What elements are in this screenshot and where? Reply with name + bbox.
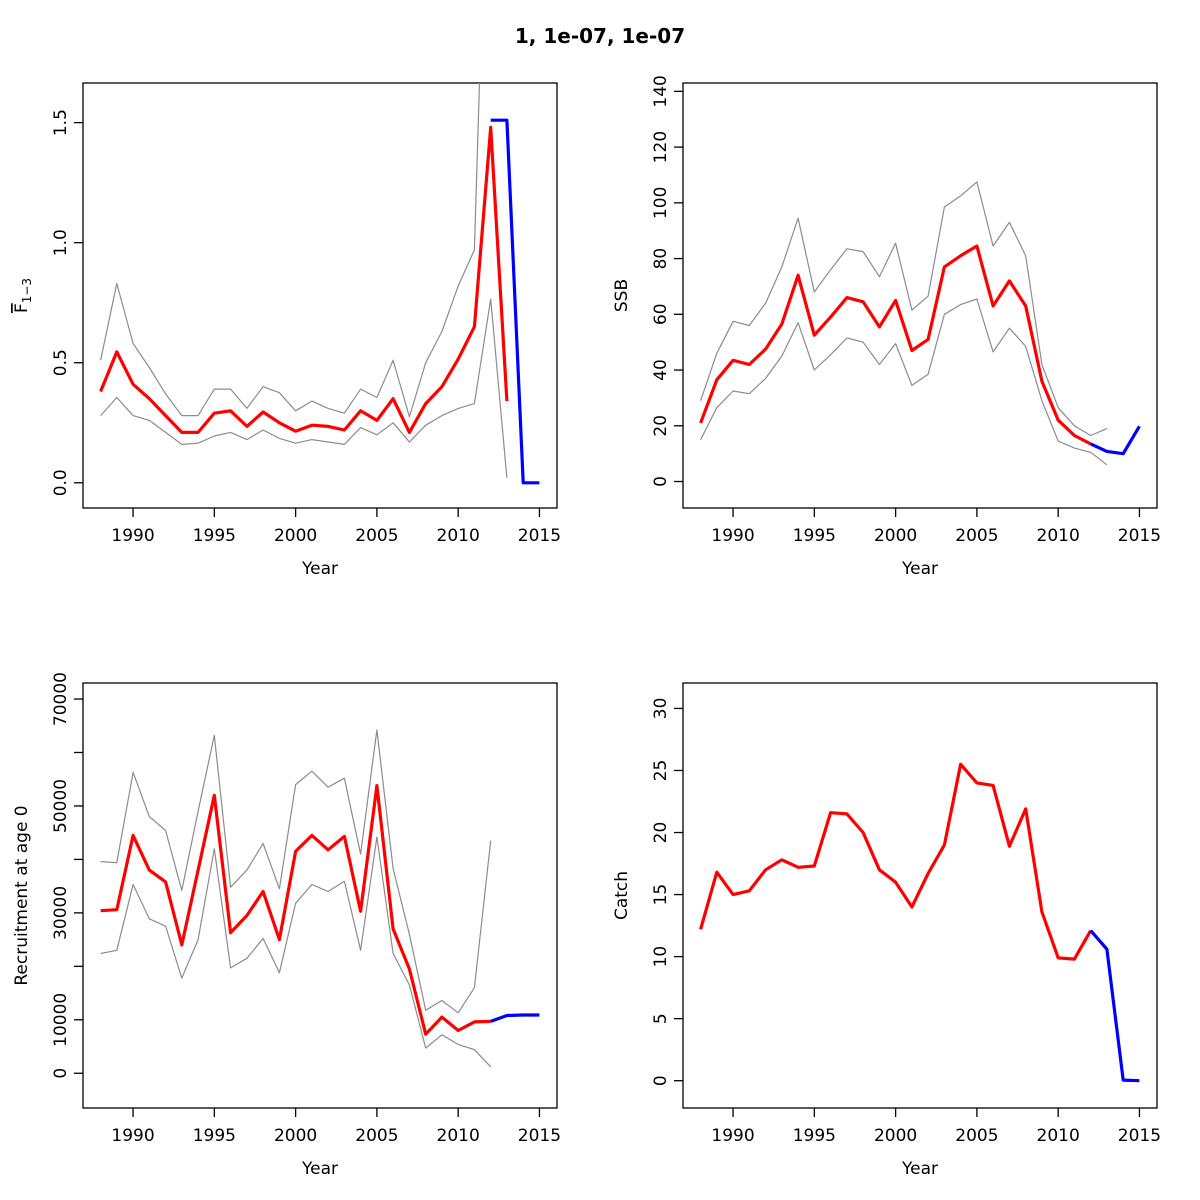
y-tick-label: 120 xyxy=(651,131,671,163)
y-tick-label: 10 xyxy=(651,946,671,968)
x-tick-label: 2000 xyxy=(274,1126,317,1146)
y-tick-label: 140 xyxy=(651,75,671,107)
panel-recruitment: 1990 1995 2000 2005 2010 2015 0 10000 30000 50000… xyxy=(12,672,561,1179)
series-estimate xyxy=(99,125,509,434)
y-tick-label: 70000 xyxy=(51,672,71,726)
x-tick-label: 2010 xyxy=(1037,1126,1080,1146)
y-tick-label: 10000 xyxy=(51,993,71,1047)
y-tick-label: 80 xyxy=(651,248,671,270)
y-axis: 0 20 40 60 80 100 120 140 xyxy=(651,75,683,487)
x-tick-label: 1990 xyxy=(111,526,154,546)
x-axis-title: Year xyxy=(301,559,338,579)
x-tick-label: 1990 xyxy=(111,1126,154,1146)
x-tick-label: 1995 xyxy=(193,1126,236,1146)
x-tick-label: 2015 xyxy=(518,1126,561,1146)
x-tick-label: 2000 xyxy=(874,1126,917,1146)
x-tick-label: 2010 xyxy=(437,526,480,546)
series-upper-ci xyxy=(100,729,492,1014)
x-axis-title: Year xyxy=(901,1159,938,1179)
series-group xyxy=(699,181,1141,466)
x-axis: 1990 1995 2000 2005 2010 2015 xyxy=(111,1108,561,1146)
x-tick-label: 2000 xyxy=(874,526,917,546)
panel-fbar: 1990 1995 2000 2005 2010 2015 0.0 0.5 1.0 1.5 Year… xyxy=(12,82,561,579)
y-tick-label: 1.5 xyxy=(51,109,71,136)
y-tick-label: 0.0 xyxy=(51,469,71,496)
y-tick-label: 20 xyxy=(651,822,671,844)
y-tick-label: 15 xyxy=(651,884,671,906)
y-tick-label: 50000 xyxy=(51,779,71,833)
x-tick-label: 2015 xyxy=(1118,526,1161,546)
series-upper-ci xyxy=(700,181,1108,437)
series-lower-ci xyxy=(100,836,492,1068)
plot-box xyxy=(82,682,558,1109)
y-tick-label: 30 xyxy=(651,698,671,720)
panel-catch: 1990 1995 2000 2005 2010 2015 0 5 10 15 20 25 30 Year… xyxy=(612,682,1161,1179)
series-forecast xyxy=(490,118,540,485)
plot-box xyxy=(682,82,1158,509)
x-tick-label: 2005 xyxy=(955,526,998,546)
series-forecast xyxy=(1089,929,1140,1083)
series-lower-ci xyxy=(100,298,508,479)
y-tick-label: 30000 xyxy=(51,886,71,940)
series-upper-ci xyxy=(100,83,481,418)
x-tick-label: 1995 xyxy=(793,1126,836,1146)
y-tick-label: 100 xyxy=(651,187,671,219)
series-forecast xyxy=(1090,425,1141,456)
plot-box xyxy=(82,82,558,509)
y-tick-label: 25 xyxy=(651,760,671,782)
x-tick-label: 1995 xyxy=(793,526,836,546)
y-tick-label: 20 xyxy=(651,415,671,437)
x-axis-title: Year xyxy=(901,559,938,579)
y-tick-label: 0 xyxy=(651,1075,671,1086)
y-tick-label: 40 xyxy=(651,359,671,381)
x-axis-title: Year xyxy=(301,1159,338,1179)
x-tick-label: 1990 xyxy=(711,1126,754,1146)
series-group xyxy=(100,729,540,1068)
series-group xyxy=(99,83,540,485)
y-tick-label: 0 xyxy=(51,1068,71,1079)
x-tick-label: 2015 xyxy=(1118,1126,1161,1146)
y-tick-label: 0 xyxy=(651,476,671,487)
y-tick-label: 60 xyxy=(651,303,671,325)
series-estimate xyxy=(699,762,1093,961)
y-tick-label: 0.5 xyxy=(51,349,71,376)
y-axis-title: Recruitment at age 0 xyxy=(12,805,32,985)
series-estimate xyxy=(100,784,491,1036)
y-axis-title: SSB xyxy=(612,279,632,312)
plot-box xyxy=(682,682,1158,1109)
x-tick-label: 2015 xyxy=(518,526,561,546)
x-tick-label: 1995 xyxy=(193,526,236,546)
x-axis: 1990 1995 2000 2005 2010 2015 xyxy=(711,1108,1161,1146)
y-axis-title: F1−3 xyxy=(12,278,34,313)
x-tick-label: 2005 xyxy=(355,1126,398,1146)
y-axis: 0.0 0.5 1.0 1.5 xyxy=(51,109,83,496)
series-group xyxy=(699,762,1140,1083)
y-axis: 0 10000 30000 50000 70000 xyxy=(51,672,83,1079)
y-axis-title: Catch xyxy=(612,871,632,920)
series-lower-ci xyxy=(700,298,1108,466)
y-tick-label: 5 xyxy=(651,1013,671,1024)
x-axis: 1990 1995 2000 2005 2010 2015 xyxy=(711,508,1161,546)
x-tick-label: 2005 xyxy=(955,1126,998,1146)
series-forecast xyxy=(490,1013,540,1023)
y-tick-label: 1.0 xyxy=(51,229,71,256)
panel-ssb: 1990 1995 2000 2005 2010 2015 0 20 40 60 80 100 120 1… xyxy=(612,75,1161,579)
x-tick-label: 2000 xyxy=(274,526,317,546)
y-axis: 0 5 10 15 20 25 30 xyxy=(651,698,683,1086)
x-tick-label: 2010 xyxy=(1037,526,1080,546)
series-estimate xyxy=(699,244,1092,446)
chart-title: 1, 1e-07, 1e-07 xyxy=(514,24,686,48)
x-tick-label: 1990 xyxy=(711,526,754,546)
x-tick-label: 2010 xyxy=(437,1126,480,1146)
x-tick-label: 2005 xyxy=(355,526,398,546)
x-axis: 1990 1995 2000 2005 2010 2015 xyxy=(111,508,561,546)
